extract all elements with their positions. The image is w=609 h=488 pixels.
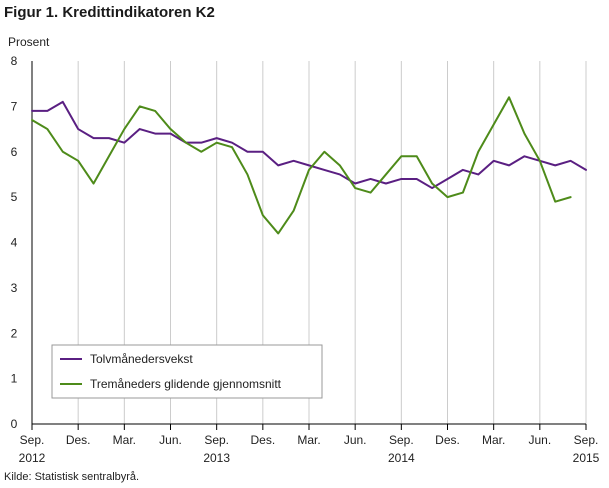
series-line-2: [31, 96, 572, 235]
legend-label-2: Tremåneders glidende gjennomsnitt: [90, 377, 282, 391]
source-note: Kilde: Statistisk sentralbyrå.: [4, 471, 140, 483]
y-tick-label: 3: [11, 281, 18, 295]
chart-title: Figur 1. Kredittindikatoren K2: [4, 4, 215, 21]
x-year-label: 2012: [19, 451, 46, 465]
x-year-label: 2013: [203, 451, 230, 465]
y-tick-label: 2: [11, 326, 18, 340]
y-tick-label: 7: [11, 99, 18, 113]
x-tick-label: Sep.: [20, 433, 45, 447]
y-tick-label: 1: [11, 372, 18, 386]
x-tick-label: Des.: [250, 433, 275, 447]
y-tick-label: 5: [11, 190, 18, 204]
x-year-label: 2015: [573, 451, 600, 465]
x-tick-label: Sep.: [389, 433, 414, 447]
x-tick-label: Sep.: [574, 433, 599, 447]
x-tick-label: Jun.: [159, 433, 182, 447]
y-tick-label: 8: [11, 54, 18, 68]
x-tick-label: Sep.: [204, 433, 229, 447]
y-tick-label: 4: [11, 236, 18, 250]
y-axis-label: Prosent: [8, 35, 50, 49]
x-year-label: 2014: [388, 451, 415, 465]
x-tick-label: Jun.: [528, 433, 551, 447]
x-tick-label: Mar.: [113, 433, 136, 447]
x-tick-label: Des.: [66, 433, 91, 447]
series-line-1: [31, 100, 587, 190]
legend-box: [51, 344, 323, 399]
x-tick-label: Jun.: [344, 433, 367, 447]
y-tick-label: 6: [11, 145, 18, 159]
x-tick-label: Mar.: [482, 433, 505, 447]
y-tick-label: 0: [11, 417, 18, 431]
x-tick-label: Mar.: [297, 433, 320, 447]
x-tick-label: Des.: [435, 433, 460, 447]
legend-label-1: Tolvmånedersvekst: [90, 352, 193, 366]
